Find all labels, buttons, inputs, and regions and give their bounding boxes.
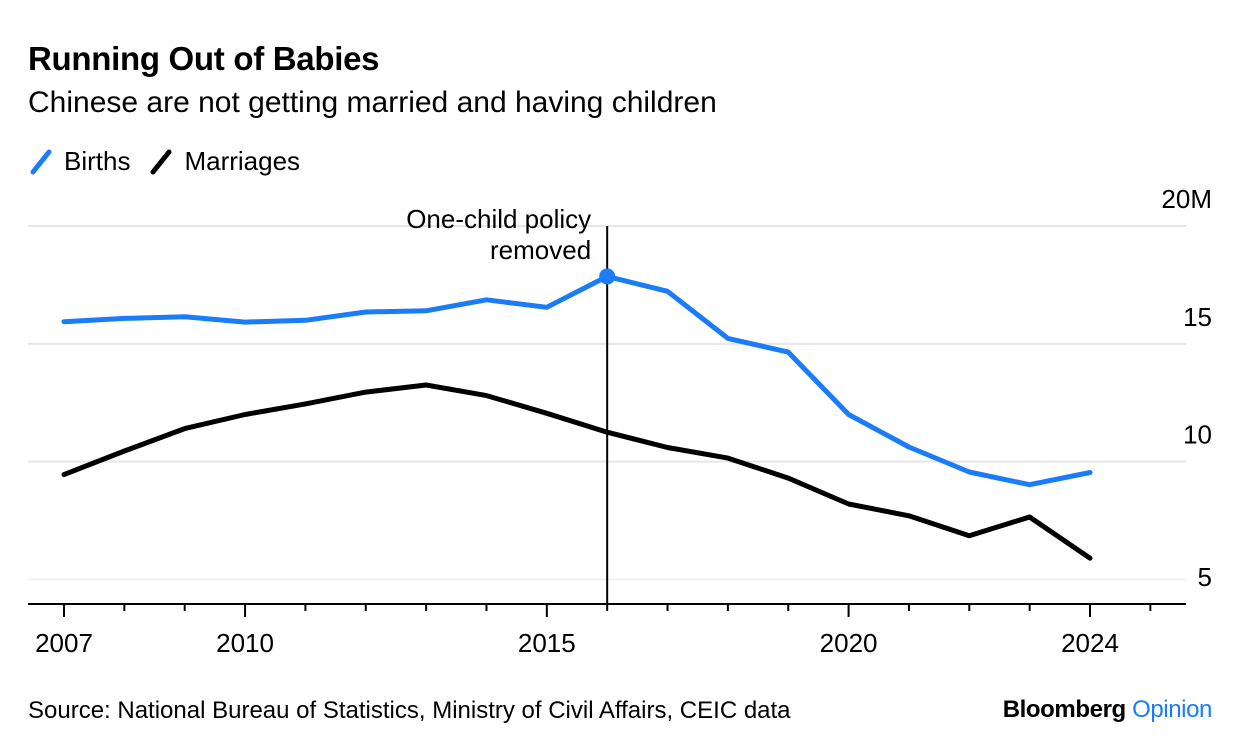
y-axis-ticks: 20M 15 10 5 [1161, 184, 1212, 592]
chart-title: Running Out of Babies [28, 40, 380, 77]
legend-label-marriages: Marriages [184, 146, 301, 176]
brand-primary: Bloomberg [1002, 696, 1126, 723]
annotation-point [599, 268, 616, 285]
x-tick-label: 2020 [820, 628, 878, 658]
x-tick-label: 2015 [518, 628, 576, 658]
series-line-births [61, 273, 1093, 488]
brand-logo: Bloomberg Opinion [1002, 696, 1213, 724]
x-tick-label: 2007 [35, 628, 93, 658]
brand-secondary: Opinion [1132, 696, 1212, 723]
x-tick-label: 2010 [216, 628, 274, 658]
source-note: Source: National Bureau of Statistics, M… [28, 697, 791, 724]
births-swatch-icon [30, 149, 52, 174]
chart-subtitle: Chinese are not getting married and havi… [28, 86, 717, 119]
annotation-label: removed [490, 235, 591, 265]
marriages-swatch-icon [150, 149, 172, 174]
legend-item-marriages: Marriages [148, 146, 300, 177]
series-lines [61, 268, 1093, 561]
annotation-label: One-child policy [406, 204, 591, 234]
x-tick-label: 2024 [1061, 628, 1119, 658]
series-line-marriages [61, 382, 1093, 561]
y-tick-label: 20M [1161, 184, 1212, 214]
y-tick-label: 10 [1183, 420, 1212, 450]
y-tick-label: 15 [1183, 302, 1212, 332]
x-axis: 2007 2010 2015 2020 2024 [28, 603, 1186, 658]
legend-item-births: Births [28, 146, 130, 177]
legend: Births Marriages [28, 146, 318, 177]
legend-label-births: Births [64, 146, 131, 176]
y-tick-label: 5 [1198, 562, 1212, 592]
